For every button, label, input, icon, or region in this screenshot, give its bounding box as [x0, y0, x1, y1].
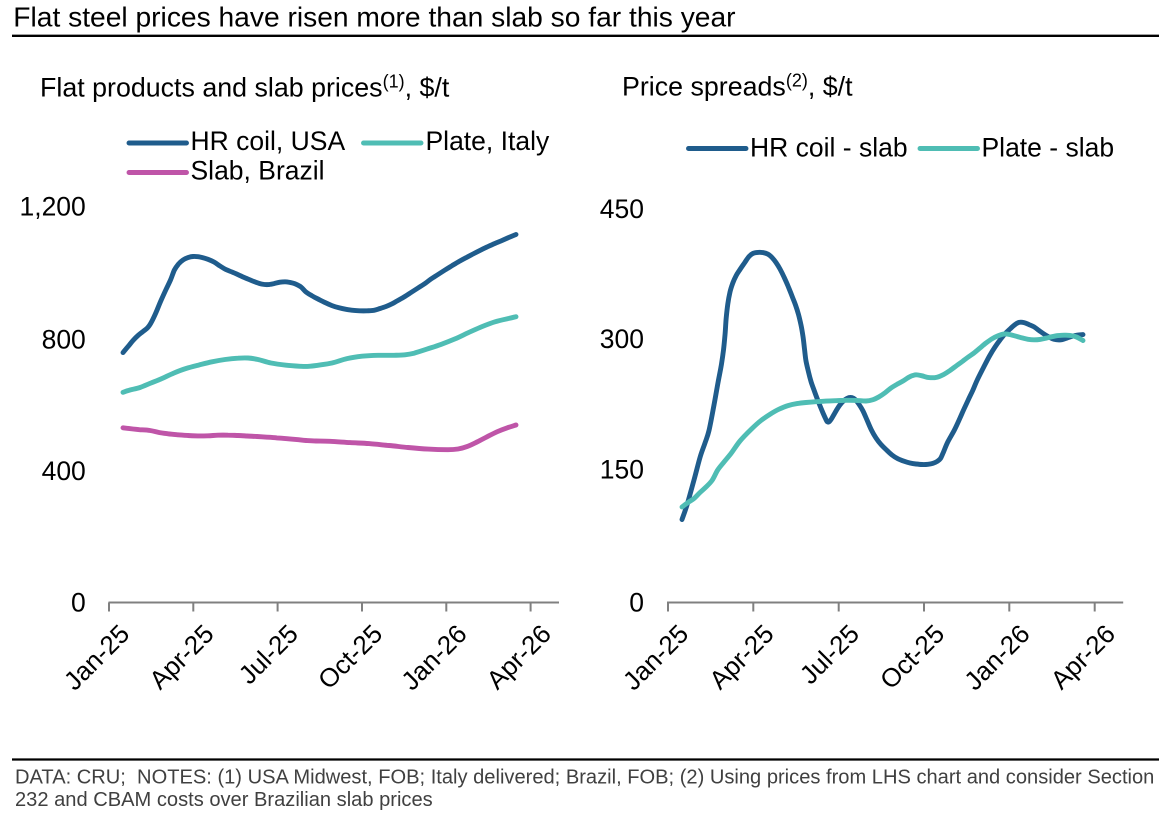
svg-text:0: 0	[629, 588, 644, 618]
svg-text:0: 0	[71, 588, 86, 618]
svg-text:800: 800	[42, 325, 86, 355]
svg-text:Flat products and slab prices(: Flat products and slab prices(1), $/t	[40, 72, 450, 103]
svg-text:232 and CBAM costs over Brazil: 232 and CBAM costs over Brazilian slab p…	[15, 789, 433, 811]
svg-text:Plate - slab: Plate - slab	[982, 133, 1115, 163]
svg-text:HR coil, USA: HR coil, USA	[191, 126, 346, 156]
svg-text:HR coil - slab: HR coil - slab	[750, 133, 908, 163]
svg-text:DATA: CRU; NOTES: (1) USA Mid: DATA: CRU; NOTES: (1) USA Midwest, FOB; …	[15, 767, 1154, 789]
svg-text:1,200: 1,200	[19, 192, 85, 222]
svg-text:Plate, Italy: Plate, Italy	[426, 126, 550, 156]
svg-text:Price spreads(2), $/t: Price spreads(2), $/t	[622, 71, 853, 102]
svg-text:450: 450	[600, 194, 644, 224]
svg-text:Slab, Brazil: Slab, Brazil	[191, 155, 325, 185]
svg-text:Flat steel prices have risen m: Flat steel prices have risen more than s…	[13, 1, 735, 33]
svg-text:400: 400	[42, 456, 86, 486]
svg-text:150: 150	[600, 455, 644, 485]
svg-text:300: 300	[600, 324, 644, 354]
